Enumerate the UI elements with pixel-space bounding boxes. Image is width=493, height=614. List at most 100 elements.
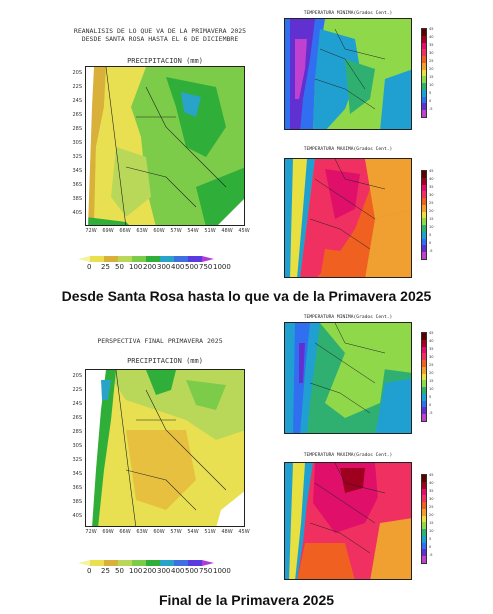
- lon-label: 45W: [238, 529, 250, 535]
- temp-scale-label: 35: [429, 347, 434, 351]
- lon-label: 63W: [136, 529, 148, 535]
- scale-label: 100: [129, 263, 143, 271]
- lat-label: 26S: [72, 415, 82, 421]
- lat-label: 38S: [72, 499, 82, 505]
- lon-label: 66W: [119, 228, 131, 234]
- scale-label: 25: [101, 567, 110, 575]
- temp-scale-label: 40: [429, 481, 434, 485]
- top-header-line2: DESDE SANTA ROSA HASTA EL 6 DE DICIEMBRE: [81, 35, 239, 43]
- lon-label: 69W: [102, 529, 114, 535]
- scale-label: 500: [185, 263, 199, 271]
- top-caption: Desde Santa Rosa hasta lo que va de la P…: [61, 288, 432, 304]
- top-tmax-colorbar: [421, 170, 427, 260]
- temp-scale-label: 15: [429, 379, 434, 383]
- lon-label: 57W: [170, 529, 182, 535]
- lon-label: 48W: [221, 529, 233, 535]
- scale-swatch: [146, 560, 160, 566]
- temp-scale-label: 15: [429, 217, 434, 221]
- scale-label: 25: [101, 263, 110, 271]
- bottom-precip-map: [85, 369, 245, 527]
- temp-scale-label: 30: [429, 51, 434, 55]
- scale-swatch: [202, 560, 214, 566]
- scale-label: 400: [171, 263, 185, 271]
- temp-scale-label: -5: [429, 249, 433, 253]
- temp-scale-label: 10: [429, 387, 434, 391]
- scale-swatch: [132, 560, 146, 566]
- top-tmin-title: TEMPERATURA MINIMA(Grados Cent.): [303, 11, 393, 16]
- lat-label: 34S: [72, 471, 82, 477]
- temp-scale-label: 45: [429, 331, 434, 335]
- scale-swatch: [104, 560, 118, 566]
- lon-label: 60W: [153, 529, 165, 535]
- lat-label: 20S: [72, 373, 82, 379]
- temp-scale-label: 10: [429, 83, 434, 87]
- scale-label: 50: [115, 263, 124, 271]
- lat-label: 40S: [72, 210, 82, 216]
- lat-label: 30S: [72, 443, 82, 449]
- temp-scale-label: 25: [429, 201, 434, 205]
- temp-scale-label: 25: [429, 505, 434, 509]
- temp-scale-label: -5: [429, 411, 433, 415]
- temp-scale-label: 20: [429, 513, 434, 517]
- scale-label: 200: [143, 567, 157, 575]
- bottom-tmax-colorbar: [421, 474, 427, 564]
- lat-label: 36S: [72, 182, 82, 188]
- temp-scale-label: 15: [429, 75, 434, 79]
- scale-label: 50: [115, 567, 124, 575]
- scale-label: 100: [129, 567, 143, 575]
- lon-label: 51W: [204, 228, 216, 234]
- top-header-line1: REANALISIS DE LO QUE VA DE LA PRIMAVERA …: [73, 27, 247, 35]
- temp-scale-label: 25: [429, 363, 434, 367]
- lat-label: 24S: [72, 401, 82, 407]
- temp-scale-label: 5: [429, 395, 432, 399]
- scale-label: 0: [87, 263, 92, 271]
- lat-label: 26S: [72, 112, 82, 118]
- top-precip-colorbar: [78, 256, 214, 262]
- temp-scale-label: 5: [429, 537, 432, 541]
- top-tmin-map: [284, 18, 412, 130]
- scale-swatch: [174, 256, 188, 262]
- lat-label: 24S: [72, 98, 82, 104]
- temp-scale-label: 40: [429, 339, 434, 343]
- lon-label: 45W: [238, 228, 250, 234]
- scale-swatch: [78, 560, 90, 566]
- lon-label: 66W: [119, 529, 131, 535]
- temp-scale-label: 35: [429, 489, 434, 493]
- lon-label: 72W: [85, 529, 97, 535]
- scale-swatch: [118, 256, 132, 262]
- temp-scale-label: 30: [429, 497, 434, 501]
- scale-label: 750: [199, 567, 213, 575]
- lat-label: 22S: [72, 387, 82, 393]
- scale-swatch: [188, 560, 202, 566]
- lat-label: 28S: [72, 126, 82, 132]
- temp-scale-label: 30: [429, 355, 434, 359]
- lon-label: 57W: [170, 228, 182, 234]
- temp-scale-label: 0: [429, 545, 432, 549]
- temp-scale-label: -5: [429, 107, 433, 111]
- lat-label: 20S: [72, 70, 82, 76]
- lon-label: 69W: [102, 228, 114, 234]
- lat-label: 40S: [72, 513, 82, 519]
- top-tmax-title: TEMPERATURA MAXIMA(Grados Cent.): [303, 147, 393, 152]
- lon-label: 63W: [136, 228, 148, 234]
- scale-label: 1000: [213, 263, 231, 271]
- top-precip-map: [85, 66, 245, 226]
- temp-scale-label: 10: [429, 529, 434, 533]
- bottom-tmin-colorbar: [421, 332, 427, 422]
- temp-scale-label: 30: [429, 193, 434, 197]
- lat-label: 30S: [72, 140, 82, 146]
- lat-label: 34S: [72, 168, 82, 174]
- temp-scale-label: -5: [429, 553, 433, 557]
- temp-scale-label: 0: [429, 99, 432, 103]
- lat-label: 38S: [72, 196, 82, 202]
- scale-swatch: [90, 256, 104, 262]
- bottom-precip-colorbar: [78, 560, 214, 566]
- lon-label: 72W: [85, 228, 97, 234]
- bottom-header-line1: PERSPECTIVA FINAL PRIMAVERA 2025: [97, 337, 223, 345]
- scale-label: 750: [199, 263, 213, 271]
- scale-label: 500: [185, 567, 199, 575]
- bottom-caption: Final de la Primavera 2025: [158, 592, 335, 608]
- top-tmin-colorbar: [421, 28, 427, 118]
- lon-label: 54W: [187, 228, 199, 234]
- bottom-tmax-title: TEMPERATURA MAXIMA(Grados Cent.): [303, 453, 393, 458]
